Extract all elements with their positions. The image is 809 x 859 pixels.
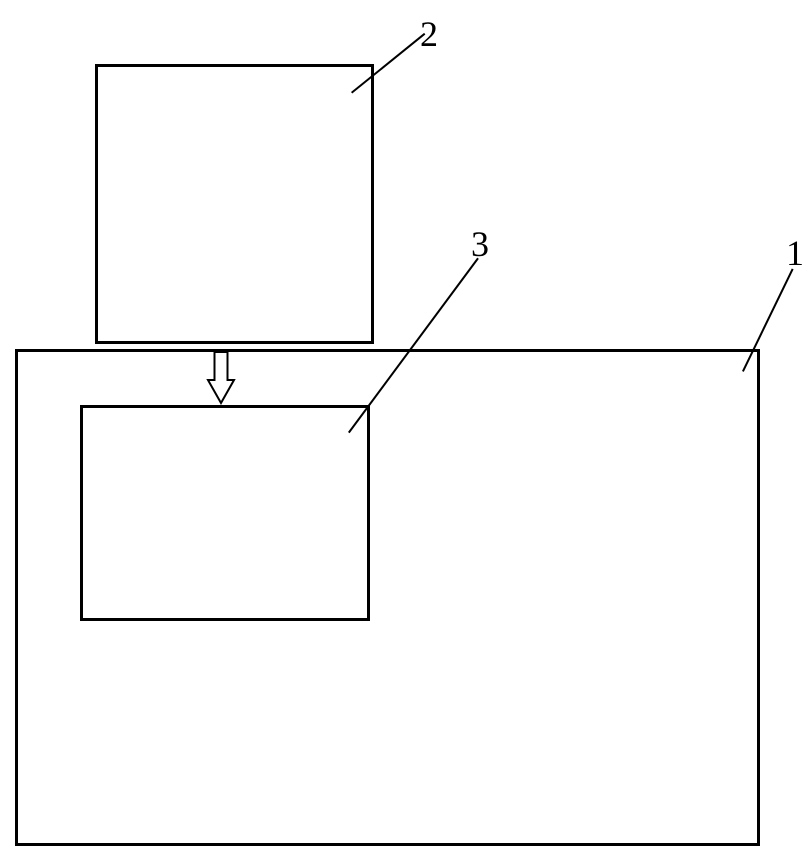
label-1: 1 (786, 232, 804, 274)
box-2 (95, 64, 374, 344)
arrow-down-icon (206, 350, 236, 405)
box-3 (80, 405, 370, 621)
label-3: 3 (471, 223, 489, 265)
leader-line-1 (742, 268, 794, 372)
